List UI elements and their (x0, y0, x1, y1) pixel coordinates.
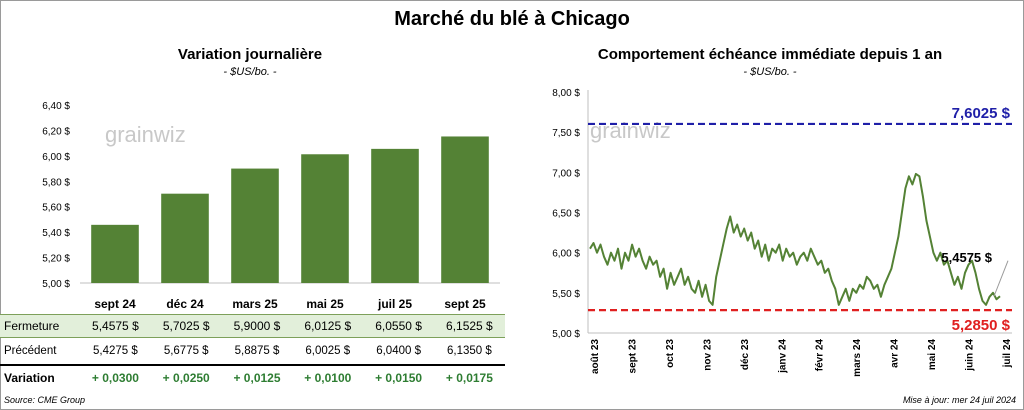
line-chart-title: Comportement échéance immédiate depuis 1… (597, 46, 943, 63)
table-cell: 6,0025 $ (305, 345, 351, 357)
x-tick-label: juil 25 (377, 297, 412, 311)
x-tick-label: août 23 (590, 339, 601, 374)
table-cell: 6,1350 $ (447, 345, 492, 357)
bar-chart: grainwiz 5,00 $ 5,20 $ 5,40 $ 5,60 $ 5,80 $ 6… (42, 101, 500, 311)
x-tick-label: janv 24 (777, 339, 788, 374)
table-cell: + 0,0150 (375, 371, 423, 385)
table-cell: + 0,0300 (91, 371, 139, 385)
x-tick-label: avr 24 (890, 339, 901, 368)
last-value-leader (993, 260, 1009, 297)
y-tick-label: 6,00 $ (552, 249, 580, 260)
x-tick-label: sept 25 (444, 297, 486, 311)
table-cell: 5,9000 $ (233, 319, 281, 333)
table-cell: + 0,0175 (445, 371, 493, 385)
bar (161, 193, 209, 283)
table-row-variation: Variation + 0,0300 + 0,0250 + 0,0125 + 0… (0, 364, 505, 390)
y-tick-label: 7,00 $ (552, 168, 580, 179)
y-tick-label: 8,00 $ (552, 88, 580, 99)
y-tick-label: 5,50 $ (552, 289, 580, 300)
row-label: Fermeture (4, 319, 60, 333)
table-row-fermeture: Fermeture 5,4575 $ 5,7025 $ 5,9000 $ 6,0… (0, 314, 505, 338)
row-label: Précédent (4, 345, 57, 357)
low-reference-label: 5,2850 $ (952, 317, 1011, 334)
table-cell: 5,8875 $ (234, 345, 280, 357)
table-cell: 5,7025 $ (162, 319, 210, 333)
table-row-precedent: Précédent 5,4275 $ 5,6775 $ 5,8875 $ 6,0… (0, 339, 505, 363)
x-tick-label: juil 24 (1002, 339, 1013, 369)
y-tick-label: 7,50 $ (552, 128, 580, 139)
line-chart-units: - $US/bo. - (743, 66, 797, 78)
y-tick-label: 5,60 $ (42, 203, 70, 214)
bar (441, 136, 489, 283)
x-tick-label: sept 24 (94, 297, 136, 311)
watermark-logo: grainwiz (590, 118, 671, 143)
high-reference-label: 7,6025 $ (952, 105, 1011, 122)
bar (371, 148, 419, 283)
x-tick-label: oct 23 (665, 339, 676, 368)
last-value-label: 5,4575 $ (941, 250, 992, 265)
x-tick-label: nov 23 (702, 339, 713, 371)
table-cell: + 0,0125 (233, 371, 281, 385)
y-tick-label: 5,40 $ (42, 228, 70, 239)
table-cell: 5,4575 $ (92, 319, 139, 333)
x-tick-label: mai 25 (306, 297, 344, 311)
x-tick-label: juin 24 (965, 339, 976, 372)
line-chart: grainwiz 5,00 $ 5,50 $ 6,00 $ 6,50 $ 7,00 $ 7… (552, 88, 1013, 377)
table-cell: 6,0400 $ (376, 345, 421, 357)
y-tick-label: 6,00 $ (42, 152, 70, 163)
row-label: Variation (4, 371, 55, 385)
y-tick-label: 6,50 $ (552, 209, 580, 220)
table-cell: + 0,0250 (162, 371, 210, 385)
x-tick-label: déc 23 (740, 339, 751, 371)
y-tick-label: 5,00 $ (42, 279, 70, 290)
x-tick-label: déc 24 (166, 297, 204, 311)
y-tick-label: 5,00 $ (552, 329, 580, 340)
updated-note: Mise à jour: mer 24 juil 2024 (902, 395, 1016, 405)
source-note: Source: CME Group (4, 395, 86, 405)
y-tick-label: 6,40 $ (42, 101, 70, 112)
table-cell: 6,0125 $ (304, 319, 352, 333)
x-tick-label: mars 24 (852, 339, 863, 377)
table-cell: 5,6775 $ (163, 345, 209, 357)
bar (301, 154, 349, 283)
table-cell: + 0,0100 (304, 371, 352, 385)
table-cell: 6,0550 $ (375, 319, 422, 333)
table-cell: 6,1525 $ (446, 319, 493, 333)
watermark-logo: grainwiz (105, 122, 186, 147)
y-tick-label: 5,20 $ (42, 254, 70, 265)
bar (231, 168, 279, 283)
x-tick-label: mai 24 (927, 339, 938, 371)
y-tick-label: 6,20 $ (42, 126, 70, 137)
x-tick-label: févr 24 (815, 339, 826, 372)
x-tick-label: sept 23 (627, 339, 638, 374)
table-cell: 5,4275 $ (93, 345, 138, 357)
bar-chart-title: Variation journalière (177, 46, 323, 63)
x-tick-label: mars 25 (232, 297, 278, 311)
bar-chart-units: - $US/bo. - (223, 66, 277, 78)
y-tick-label: 5,80 $ (42, 177, 70, 188)
page-title: Marché du blé à Chicago (394, 8, 630, 30)
price-series-line (589, 172, 1001, 306)
bar (91, 224, 139, 283)
